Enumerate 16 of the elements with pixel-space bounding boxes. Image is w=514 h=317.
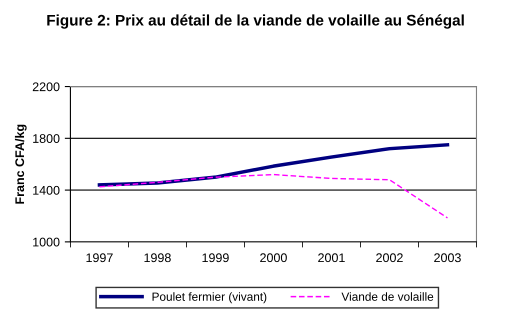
- y-tick-label: 1400: [33, 186, 60, 195]
- x-tick-label: 1998: [144, 253, 171, 262]
- y-axis-title: Franc CFA/kg: [14, 124, 27, 204]
- x-tick-label: 1999: [202, 253, 229, 262]
- x-tick-label: 2000: [260, 253, 287, 262]
- legend-label: Poulet fermier (vivant): [152, 292, 266, 304]
- line-series: [98, 174, 448, 219]
- x-tick-label: 2001: [318, 253, 345, 262]
- y-tick-label: 2200: [32, 82, 60, 92]
- y-tick-label: 1800: [33, 134, 60, 143]
- chart-title: Figure 2: Prix au détail de la viande de volaille au Sénégal: [47, 14, 464, 29]
- x-tick-label: 2003: [434, 253, 461, 262]
- y-tick-label: 1000: [33, 238, 60, 247]
- legend-label: Viande de volaille: [341, 292, 434, 301]
- x-tick-label: 2002: [376, 253, 403, 262]
- x-tick-label: 1997: [86, 253, 113, 262]
